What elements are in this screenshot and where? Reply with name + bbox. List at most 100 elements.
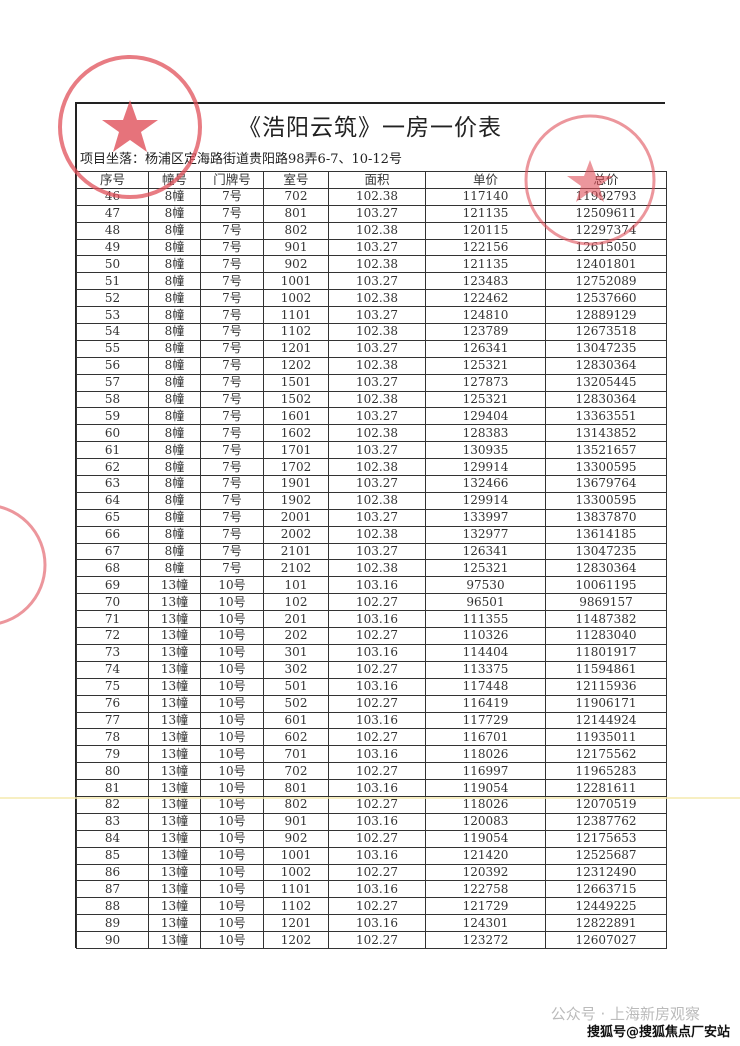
cell-total-price: 11487382 xyxy=(545,610,667,629)
cell-room: 1101 xyxy=(263,880,329,899)
cell-door: 7号 xyxy=(200,204,264,223)
cell-door: 7号 xyxy=(200,272,264,291)
cell-index: 46 xyxy=(76,187,149,206)
table-row: 76 13幢 10号 502 102.27 116419 11906171 xyxy=(76,694,667,713)
cell-room: 102 xyxy=(263,593,329,612)
cell-door: 10号 xyxy=(200,728,264,747)
cell-unit-price: 121729 xyxy=(425,897,546,916)
cell-room: 2001 xyxy=(263,508,329,527)
cell-total-price: 13205445 xyxy=(545,373,667,392)
cell-room: 202 xyxy=(263,627,329,645)
cell-index: 62 xyxy=(76,458,149,477)
cell-area: 102.27 xyxy=(328,728,426,747)
cell-unit-price: 117729 xyxy=(425,711,546,730)
cell-unit-price: 117140 xyxy=(425,187,546,206)
cell-total-price: 12673518 xyxy=(545,323,667,341)
cell-unit-price: 126341 xyxy=(425,339,546,358)
cell-room: 902 xyxy=(263,255,329,274)
cell-unit-price: 124301 xyxy=(425,914,546,933)
cell-door: 10号 xyxy=(200,576,264,595)
cell-room: 1701 xyxy=(263,441,329,460)
cell-door: 10号 xyxy=(200,745,264,764)
cell-area: 102.38 xyxy=(328,289,426,308)
cell-total-price: 11992793 xyxy=(545,187,667,206)
cell-area: 103.16 xyxy=(328,745,426,764)
cell-room: 1201 xyxy=(263,339,329,358)
cell-total-price: 12175653 xyxy=(545,829,667,848)
cell-total-price: 12607027 xyxy=(545,931,667,949)
cell-room: 301 xyxy=(263,643,329,662)
cell-index: 79 xyxy=(76,745,149,764)
cell-building: 8幢 xyxy=(148,255,201,274)
cell-door: 7号 xyxy=(200,475,264,493)
cell-unit-price: 133997 xyxy=(425,508,546,527)
cell-room: 2002 xyxy=(263,525,329,544)
cell-building: 13幢 xyxy=(148,762,201,781)
cell-area: 103.16 xyxy=(328,846,426,865)
cell-room: 1502 xyxy=(263,390,329,409)
cell-room: 1001 xyxy=(263,272,329,291)
cell-total-price: 11594861 xyxy=(545,660,667,679)
cell-index: 68 xyxy=(76,559,149,578)
cell-building: 13幢 xyxy=(148,593,201,612)
table-row: 69 13幢 10号 101 103.16 97530 10061195 xyxy=(76,576,667,595)
col-header-index: 序号 xyxy=(76,171,149,189)
cell-unit-price: 111355 xyxy=(425,610,546,629)
table-row: 79 13幢 10号 701 103.16 118026 12175562 xyxy=(76,745,667,764)
cell-building: 13幢 xyxy=(148,677,201,696)
cell-door: 10号 xyxy=(200,846,264,865)
col-header-area: 面积 xyxy=(328,171,426,189)
cell-building: 13幢 xyxy=(148,931,201,949)
col-header-door: 门牌号 xyxy=(200,171,264,189)
cell-room: 801 xyxy=(263,204,329,223)
cell-unit-price: 119054 xyxy=(425,829,546,848)
cell-unit-price: 122156 xyxy=(425,238,546,257)
cell-door: 7号 xyxy=(200,221,264,240)
cell-index: 50 xyxy=(76,255,149,274)
project-location: 项目坐落：杨浦区定海路街道贵阳路98弄6-7、10-12号 xyxy=(80,152,402,167)
cell-index: 80 xyxy=(76,762,149,781)
cell-total-price: 13300595 xyxy=(545,458,667,477)
table-header-row: 序号 幢号 门牌号 室号 面积 单价 总价 xyxy=(76,171,667,189)
cell-index: 49 xyxy=(76,238,149,257)
cell-area: 102.27 xyxy=(328,627,426,645)
cell-door: 7号 xyxy=(200,407,264,426)
table-row: 47 8幢 7号 801 103.27 121135 12509611 xyxy=(76,204,667,223)
cell-building: 8幢 xyxy=(148,306,201,325)
cell-area: 103.27 xyxy=(328,204,426,223)
col-header-total-price: 总价 xyxy=(545,171,667,189)
cell-unit-price: 97530 xyxy=(425,576,546,595)
cell-door: 10号 xyxy=(200,643,264,662)
table-row: 53 8幢 7号 1101 103.27 124810 12889129 xyxy=(76,306,667,325)
cell-unit-price: 125321 xyxy=(425,390,546,409)
cell-area: 102.27 xyxy=(328,694,426,713)
cell-building: 8幢 xyxy=(148,221,201,240)
cell-building: 13幢 xyxy=(148,863,201,882)
cell-building: 13幢 xyxy=(148,846,201,865)
cell-total-price: 9869157 xyxy=(545,593,667,612)
cell-area: 103.27 xyxy=(328,475,426,493)
cell-door: 10号 xyxy=(200,931,264,949)
cell-room: 1202 xyxy=(263,931,329,949)
cell-area: 102.38 xyxy=(328,559,426,578)
table-row: 59 8幢 7号 1601 103.27 129404 13363551 xyxy=(76,407,667,426)
table-row: 89 13幢 10号 1201 103.16 124301 12822891 xyxy=(76,914,667,933)
cell-index: 74 xyxy=(76,660,149,679)
cell-total-price: 11801917 xyxy=(545,643,667,662)
cell-building: 8幢 xyxy=(148,187,201,206)
cell-index: 82 xyxy=(76,795,149,814)
cell-index: 67 xyxy=(76,542,149,561)
table-row: 60 8幢 7号 1602 102.38 128383 13143852 xyxy=(76,424,667,443)
cell-total-price: 12537660 xyxy=(545,289,667,308)
cell-area: 102.27 xyxy=(328,762,426,781)
cell-unit-price: 113375 xyxy=(425,660,546,679)
cell-total-price: 12615050 xyxy=(545,238,667,257)
cell-index: 59 xyxy=(76,407,149,426)
cell-door: 10号 xyxy=(200,627,264,645)
cell-building: 8幢 xyxy=(148,407,201,426)
cell-building: 13幢 xyxy=(148,914,201,933)
cell-building: 8幢 xyxy=(148,323,201,341)
cell-unit-price: 114404 xyxy=(425,643,546,662)
cell-area: 102.38 xyxy=(328,255,426,274)
cell-door: 10号 xyxy=(200,677,264,696)
